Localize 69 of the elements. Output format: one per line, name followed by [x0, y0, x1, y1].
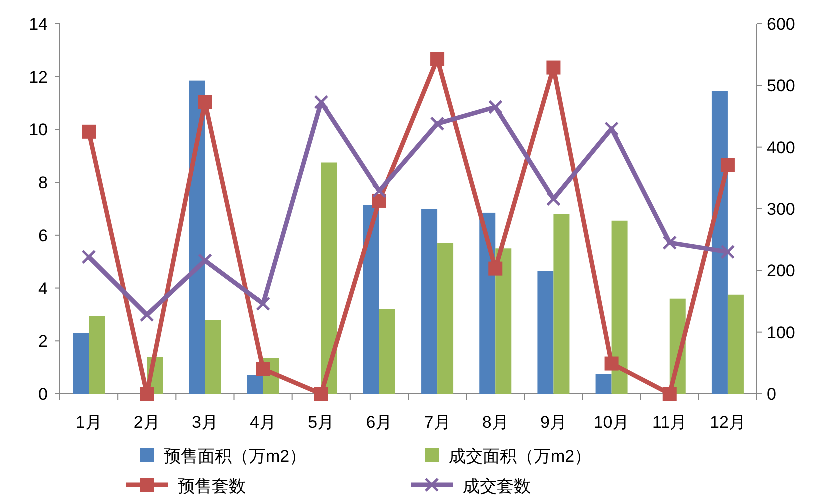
point	[546, 60, 561, 75]
bar	[205, 320, 222, 394]
x-tick-label: 12月	[710, 413, 746, 432]
y-tick-label: 8	[38, 174, 48, 193]
bar	[496, 248, 512, 394]
y2-tick-label: 0	[767, 385, 776, 404]
y2-tick-label: 600	[767, 15, 796, 34]
point	[372, 184, 387, 198]
bar	[438, 243, 454, 394]
bar	[712, 91, 728, 394]
point	[314, 95, 329, 110]
legend-label: 预售面积（万m2）	[164, 447, 307, 466]
x-tick-label: 1月	[76, 413, 102, 432]
x-tick-label: 6月	[366, 413, 393, 432]
x-tick-label: 3月	[192, 413, 218, 432]
x-tick-label: 2月	[134, 413, 160, 432]
x-tick-label: 4月	[250, 413, 277, 432]
legend-label: 预售套数	[178, 477, 246, 496]
bar	[538, 271, 554, 394]
point	[82, 124, 96, 139]
point	[604, 356, 619, 371]
point	[198, 254, 212, 268]
point	[198, 95, 212, 110]
point	[256, 296, 271, 312]
point	[604, 122, 620, 136]
x-tick-label: 10月	[594, 413, 630, 432]
bar	[728, 294, 744, 394]
y2-tick-label: 300	[767, 200, 796, 219]
point	[488, 262, 503, 276]
bar	[89, 316, 106, 394]
bar	[422, 209, 438, 394]
legend-label: 成交面积（万m2）	[449, 447, 592, 466]
y2-tick-label: 100	[767, 323, 796, 342]
y2-tick-label: 200	[767, 262, 796, 281]
bar	[596, 374, 612, 394]
y-tick-label: 10	[29, 120, 48, 140]
y2-tick-label: 400	[767, 138, 796, 158]
bar	[321, 162, 338, 394]
point	[546, 192, 561, 206]
x-tick-label: 11月	[652, 413, 688, 432]
point	[82, 250, 96, 264]
bar	[247, 376, 264, 394]
x-tick-label: 8月	[482, 413, 509, 432]
y-tick-label: 0	[38, 385, 48, 404]
point	[430, 52, 445, 66]
point	[720, 244, 736, 260]
point	[488, 100, 503, 114]
point	[314, 387, 328, 401]
bar	[73, 333, 90, 394]
point	[256, 362, 270, 376]
point	[662, 236, 678, 250]
y-tick-label: 6	[38, 226, 48, 246]
point	[430, 116, 445, 132]
y-tick-label: 12	[29, 68, 48, 87]
y-tick-label: 2	[38, 332, 48, 352]
x-tick-label: 5月	[308, 413, 335, 432]
point	[720, 158, 735, 172]
x-tick-label: 9月	[540, 413, 567, 432]
bar	[612, 220, 628, 394]
bar	[379, 309, 396, 394]
x-tick-label: 7月	[424, 413, 451, 432]
y2-tick-label: 500	[767, 76, 796, 96]
point	[140, 387, 154, 401]
bar	[363, 205, 380, 394]
y-tick-label: 14	[29, 15, 48, 34]
y-tick-label: 4	[38, 279, 48, 298]
point	[662, 387, 677, 401]
bar	[554, 214, 570, 394]
legend-label: 成交套数	[463, 477, 531, 496]
